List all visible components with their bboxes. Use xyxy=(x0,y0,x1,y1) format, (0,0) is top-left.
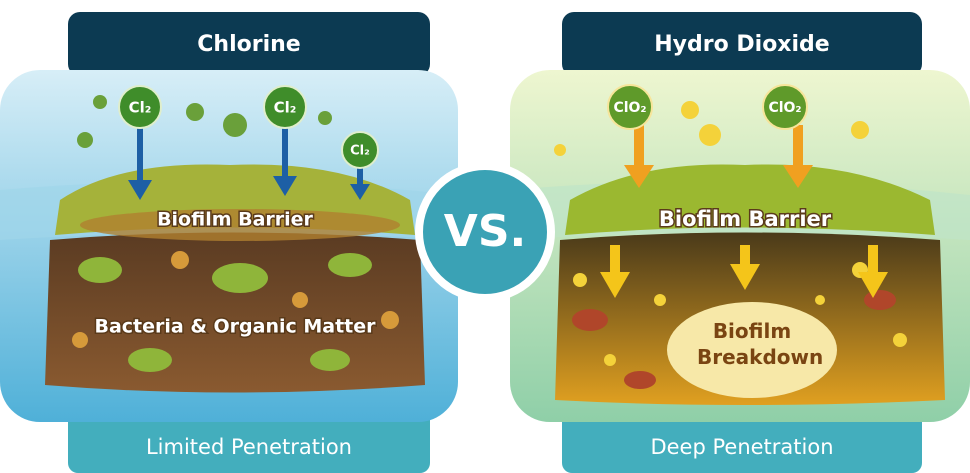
left-illustration xyxy=(0,70,458,422)
molecule-label: ClO₂ xyxy=(613,100,646,116)
vs-label: VS. xyxy=(444,206,526,257)
molecule-label: Cl₂ xyxy=(129,99,152,117)
molecule-label: Cl₂ xyxy=(350,144,370,159)
molecule-label: Cl₂ xyxy=(274,99,297,117)
molecule-label: ClO₂ xyxy=(768,100,801,116)
layer-label: Biofilm Barrier xyxy=(659,207,832,231)
left-footer: Limited Penetration xyxy=(146,435,352,459)
body-label-box: Biofilm Breakdown xyxy=(672,318,832,388)
layer-label: Biofilm Barrier xyxy=(157,209,313,231)
right-header: Hydro Dioxide xyxy=(654,32,829,57)
body-label: Bacteria & Organic Matter xyxy=(94,316,376,338)
left-header: Chlorine xyxy=(197,32,300,57)
infographic: VS. Chlorine Hydro Dioxide Limited Penet… xyxy=(0,0,970,473)
right-footer: Deep Penetration xyxy=(650,435,833,459)
body-label: Biofilm Breakdown xyxy=(697,318,807,370)
